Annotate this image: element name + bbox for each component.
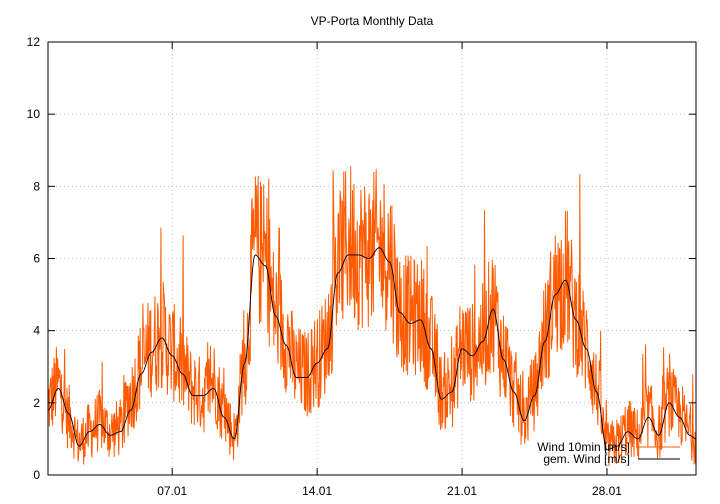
- y-tick-label: 0: [33, 468, 40, 482]
- legend-label: Wind 10min [m/s]: [537, 440, 630, 454]
- series-line-wind-10min: [47, 166, 697, 467]
- axes: 0 2 4 6 8 10 12 07.01 14.01 21.01 28.01: [27, 35, 696, 498]
- y-tick-label: 6: [33, 252, 40, 266]
- y-tick-label: 10: [27, 107, 41, 121]
- series-group: [47, 166, 697, 467]
- y-tick-label: 8: [33, 179, 40, 193]
- x-tick-label: 14.01: [302, 484, 332, 498]
- series-line-gem-wind: [47, 247, 697, 451]
- x-tick-label: 28.01: [592, 484, 622, 498]
- y-tick-label: 2: [33, 396, 40, 410]
- legend: Wind 10min [m/s]gem. Wind [m/s]: [537, 440, 680, 466]
- y-tick-label: 12: [27, 35, 41, 49]
- chart-title: VP-Porta Monthly Data: [311, 14, 434, 28]
- legend-label: gem. Wind [m/s]: [543, 452, 630, 466]
- x-tick-label: 07.01: [157, 484, 187, 498]
- x-tick-label: 21.01: [447, 484, 477, 498]
- y-tick-label: 4: [33, 324, 40, 338]
- grid: [48, 42, 696, 475]
